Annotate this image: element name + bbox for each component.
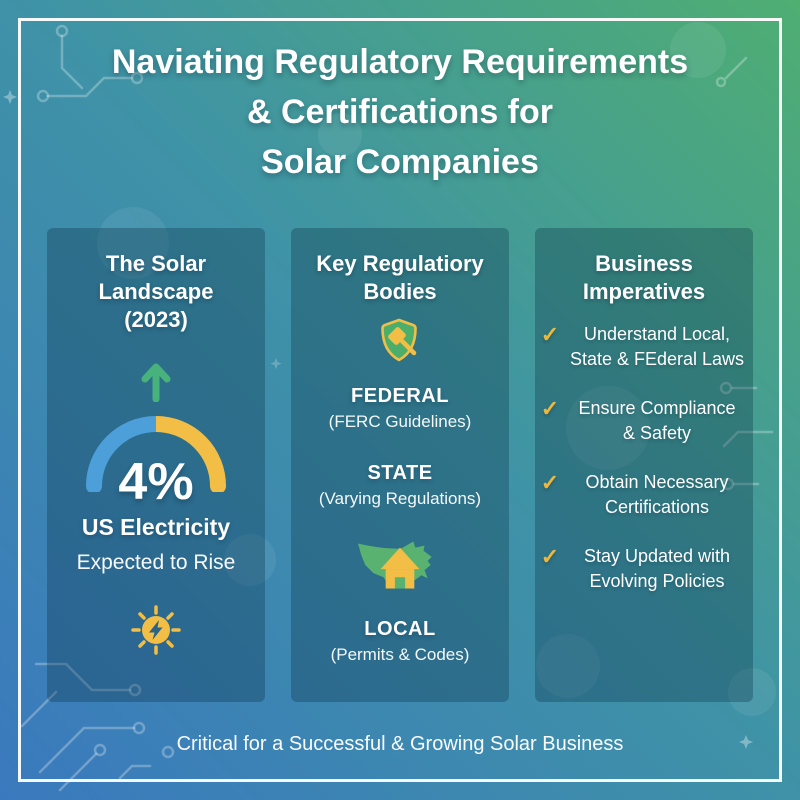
gauge-chart: 4% [78,408,234,512]
check-icon: ✓ [540,470,560,495]
title-line-2: & Certifications for [246,93,554,131]
sun-bolt-icon [127,601,185,664]
regulatory-level-state: STATE (Varying Regulations) [319,462,481,509]
imperative-item: ✓ Ensure Compliance & Safety [535,396,753,446]
check-icon: ✓ [540,396,560,421]
card-solar-landscape: The Solar Landscape (2023) 4% US Electri… [47,228,265,702]
up-arrow-icon [138,358,174,403]
card-title: Key Regulatiory Bodies [316,251,484,304]
level-detail: (Permits & Codes) [330,645,470,664]
gauge-value: 4% [118,453,194,511]
imperative-item: ✓ Obtain Necessary Certifications [535,470,753,520]
card-title: The Solar Landscape (2023) [98,251,214,332]
card-business-imperatives: Business Imperatives ✓ Understand Local,… [535,228,753,702]
shield-gavel-icon [372,316,428,373]
check-icon: ✓ [540,544,560,569]
footer-tagline: Critical for a Successful & Growing Sola… [176,733,624,755]
imperative-item: ✓ Understand Local, State & FEderal Laws [535,322,753,372]
gauge-sublabel: Expected to Rise [76,551,236,574]
main-title: Naviating Regulatory Requirements & Cert… [60,37,740,187]
imperative-text: Understand Local, State & FEderal Laws [569,324,745,369]
imperative-item: ✓ Stay Updated with Evolving Policies [535,544,753,594]
imperative-text: Stay Updated with Evolving Policies [583,546,731,591]
level-name: FEDERAL [351,385,449,407]
title-line-1: Naviating Regulatory Requirements [111,43,689,81]
gauge-label: US Electricity [81,514,231,540]
check-icon: ✓ [540,322,560,347]
usa-map-house-icon [354,533,446,602]
card-title: Business Imperatives [582,251,706,304]
level-detail: (Varying Regulations) [318,489,482,508]
cards-row: The Solar Landscape (2023) 4% US Electri… [47,228,753,702]
imperative-text: Obtain Necessary Certifications [585,472,729,517]
level-detail: (FERC Guidelines) [328,412,472,431]
imperative-text: Ensure Compliance & Safety [578,398,736,443]
level-name: STATE [367,462,433,484]
level-name: LOCAL [364,618,436,640]
card-regulatory-bodies: Key Regulatiory Bodies FEDERAL (FERC Gui… [291,228,509,702]
regulatory-level-local: LOCAL (Permits & Codes) [331,618,470,665]
regulatory-level-federal: FEDERAL (FERC Guidelines) [329,385,472,432]
title-line-3: Solar Companies [261,143,539,181]
gauge-arc [86,416,226,492]
